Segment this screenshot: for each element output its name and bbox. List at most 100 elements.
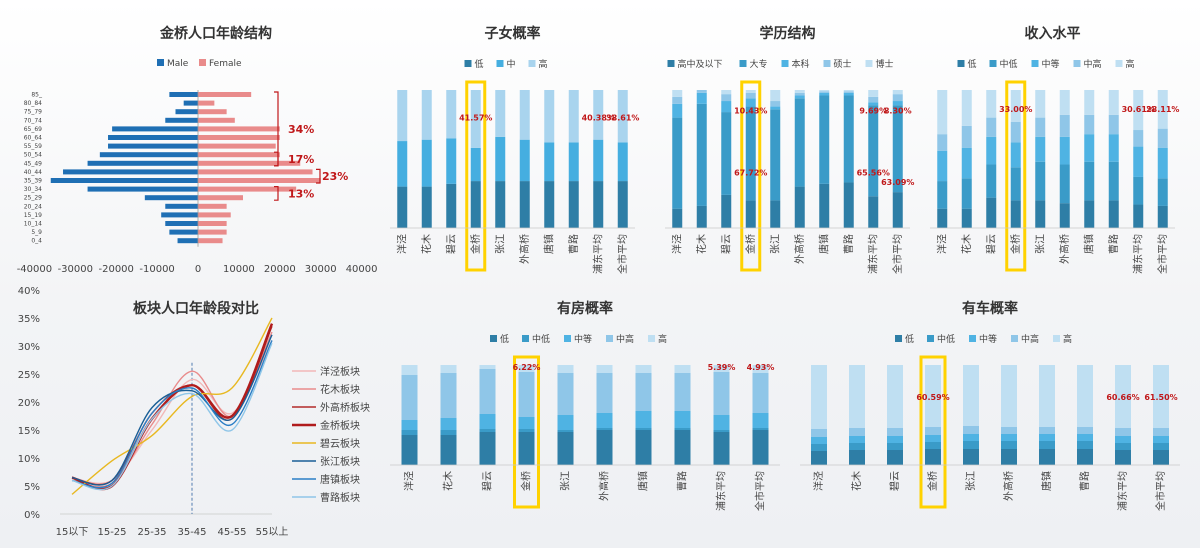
- chart-title: 收入水平: [1025, 25, 1081, 42]
- age-bracket-label: 17%: [288, 153, 314, 166]
- chart-title: 板块人口年龄段对比: [133, 300, 259, 317]
- legend-swatch-male: [157, 59, 164, 66]
- legend-label: 中等: [574, 333, 592, 345]
- bar-segment: [963, 434, 979, 441]
- category-label: 唐镇: [1082, 234, 1095, 254]
- bar-segment: [397, 141, 408, 187]
- bar-segment: [1059, 136, 1070, 165]
- bar-segment: [1010, 142, 1021, 168]
- bar-segment: [925, 427, 941, 435]
- bar-segment: [470, 90, 481, 148]
- bar-segment: [568, 142, 579, 182]
- category-label: 唐镇: [637, 471, 650, 491]
- bar-segment: [479, 429, 496, 432]
- bar-segment: [674, 428, 691, 430]
- category-label: 金桥: [744, 234, 757, 254]
- legend-label: 张江板块: [320, 455, 360, 468]
- age-bracket: [274, 151, 279, 167]
- category-label: 碧云: [720, 234, 732, 254]
- bar-segment: [892, 94, 903, 102]
- legend-label: 高: [539, 58, 548, 70]
- bar-segment: [721, 194, 732, 228]
- age-group-label: 45_49: [24, 160, 42, 167]
- category-label: 浦东平均: [866, 234, 879, 274]
- bar-segment: [892, 101, 903, 106]
- bar-segment: [479, 365, 496, 369]
- category-label: 全市平均: [616, 234, 629, 274]
- y-tick-label: 15%: [18, 426, 40, 437]
- bar-segment: [721, 90, 732, 95]
- bar-segment: [1039, 449, 1055, 465]
- bar-segment: [961, 90, 972, 126]
- category-label: 金桥: [926, 471, 939, 491]
- legend-label: 高: [658, 333, 667, 345]
- bar-segment: [1059, 203, 1070, 228]
- bar-segment: [401, 365, 418, 375]
- bar-segment: [986, 164, 997, 198]
- y-tick-label: 25%: [18, 370, 40, 381]
- bar-segment: [440, 430, 457, 435]
- bar-segment: [479, 369, 496, 414]
- bar-segment: [1133, 146, 1144, 177]
- age-group-label: 60_64: [24, 135, 42, 142]
- bar-segment: [495, 136, 506, 182]
- x-tick-label: 35-45: [177, 527, 206, 538]
- bar-segment: [1153, 436, 1169, 443]
- pyramid-x-tick: -30000: [58, 264, 93, 275]
- age-bracket-label: 34%: [288, 123, 314, 136]
- legend-swatch-female: [199, 59, 206, 66]
- bar-segment: [811, 437, 827, 444]
- bar-segment: [479, 432, 496, 465]
- female-bar: [198, 117, 235, 123]
- bar-segment: [518, 417, 535, 429]
- bar-segment: [770, 106, 781, 110]
- bar-segment: [596, 428, 613, 430]
- legend-label-female: Female: [209, 59, 242, 69]
- age-group-label: 35_39: [24, 178, 42, 185]
- legend-label: 大专: [750, 58, 768, 70]
- bar-segment: [1108, 200, 1119, 228]
- bar-segment: [887, 365, 903, 428]
- age-group-label: 65_69: [24, 126, 42, 133]
- legend-swatch: [490, 335, 497, 342]
- age-group-label: 15_19: [24, 212, 42, 219]
- female-bar: [198, 135, 280, 140]
- bar-segment: [593, 139, 604, 182]
- bar-segment: [544, 142, 555, 182]
- chart-title: 学历结构: [760, 25, 816, 42]
- bar-segment: [849, 443, 865, 450]
- category-label: 曹路: [676, 471, 689, 491]
- category-label: 张江: [769, 234, 781, 254]
- bar-segment: [1010, 200, 1021, 228]
- legend-label: 本科: [792, 58, 810, 70]
- female-bar: [198, 160, 301, 166]
- bar-segment: [1077, 449, 1093, 465]
- bar-segment: [557, 365, 574, 373]
- bar-segment: [1153, 428, 1169, 436]
- bar-segment: [794, 98, 805, 187]
- legend-swatch: [648, 335, 655, 342]
- bar-segment: [811, 429, 827, 437]
- male-bar: [99, 152, 198, 158]
- bar-segment: [986, 197, 997, 228]
- bar-segment: [446, 90, 457, 139]
- pyramid-x-tick: -20000: [98, 264, 133, 275]
- bar-segment: [937, 208, 948, 228]
- bar-segment: [1010, 90, 1021, 122]
- male-bar: [108, 143, 198, 149]
- male-bar: [108, 135, 198, 140]
- legend-swatch: [606, 335, 613, 342]
- bar-segment: [470, 147, 481, 182]
- legend-label: 博士: [876, 58, 894, 70]
- category-label: 张江: [965, 471, 977, 491]
- bar-segment: [674, 365, 691, 373]
- value-annotation: 40.38%: [582, 113, 615, 122]
- bar-segment: [1115, 365, 1131, 428]
- male-bar: [144, 195, 198, 201]
- value-annotation: 41.57%: [459, 113, 492, 122]
- age-group-label: 50_54: [24, 152, 42, 159]
- category-label: 张江: [560, 471, 572, 491]
- bar-segment: [672, 208, 683, 228]
- male-bar: [165, 221, 198, 226]
